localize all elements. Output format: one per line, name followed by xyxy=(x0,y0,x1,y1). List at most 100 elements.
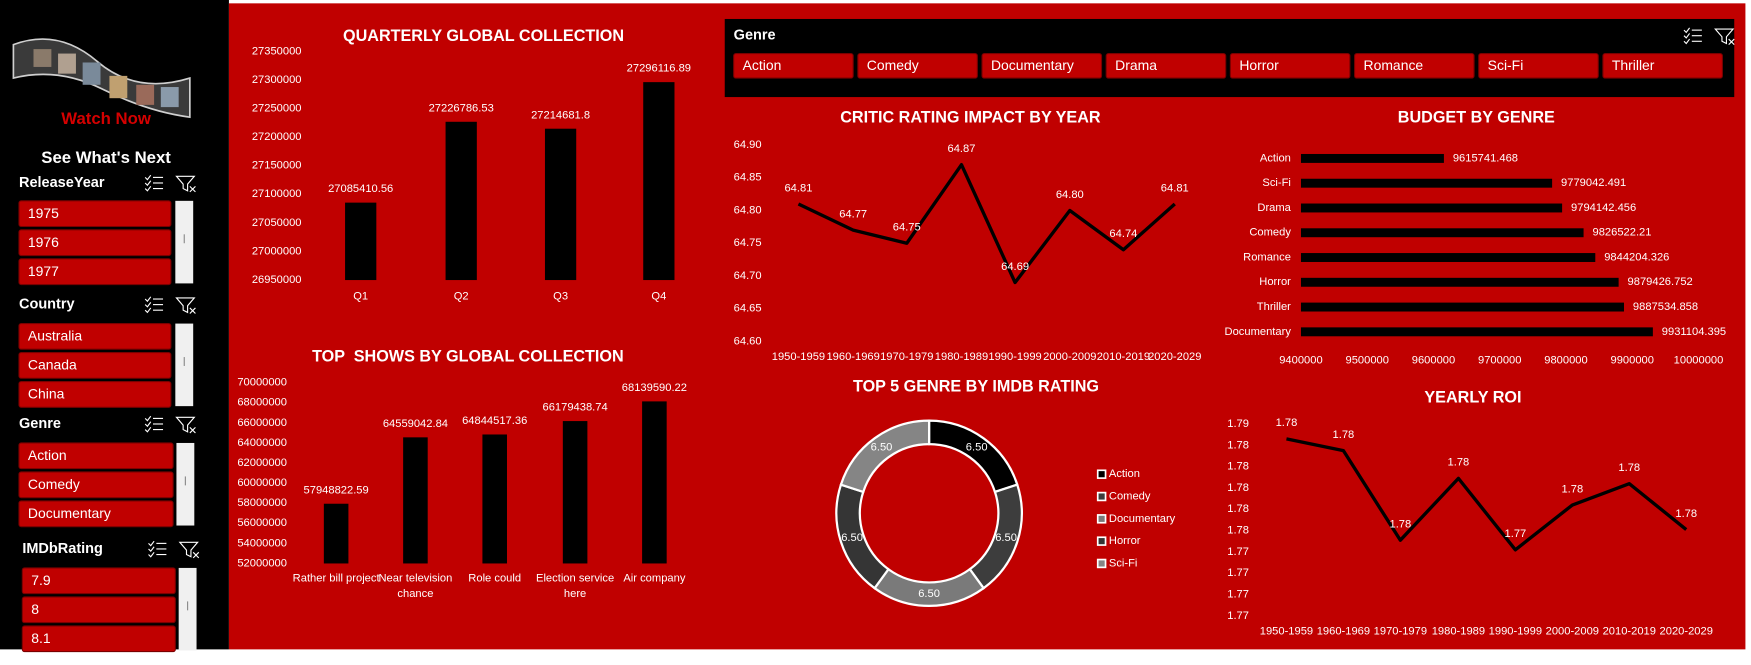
slicer-button[interactable] xyxy=(1478,52,1599,79)
slicer-button[interactable] xyxy=(981,52,1103,79)
slicer-item: Action xyxy=(743,57,782,73)
legend-marker xyxy=(1096,491,1107,502)
multi-select-icon[interactable] xyxy=(144,174,164,192)
x-tick-label: 9900000 xyxy=(1611,354,1654,366)
x-tick-label-text: Near television chance xyxy=(378,572,453,600)
clear-filter-icon[interactable] xyxy=(175,175,196,193)
data-label: 1.78 xyxy=(1448,457,1470,469)
data-label: 27085410.56 xyxy=(328,183,393,195)
data-label: 64.69 xyxy=(1001,261,1029,273)
data-label: 64844517.36 xyxy=(462,415,527,427)
y-tick-label: 64.85 xyxy=(734,172,762,184)
slicer-button[interactable] xyxy=(1105,52,1227,79)
slicer-item: 1975 xyxy=(28,205,59,221)
slicer-button[interactable] xyxy=(18,229,172,257)
x-tick-label: 1950-1959 xyxy=(772,351,825,363)
multi-select-icon[interactable] xyxy=(144,415,164,433)
data-label: 1.78 xyxy=(1276,417,1298,429)
legend-label: Horror xyxy=(1109,535,1141,547)
data-label: 1.78 xyxy=(1618,462,1640,474)
x-tick-label: 2010-2019 xyxy=(1097,351,1150,363)
slicer-button[interactable] xyxy=(21,596,176,624)
clear-filter-icon[interactable] xyxy=(175,297,196,314)
slicer-button[interactable] xyxy=(21,567,176,595)
y-tick-label: 27350000 xyxy=(252,45,302,57)
slicer-button[interactable] xyxy=(18,323,172,350)
x-tick-label: Election service here xyxy=(536,572,614,599)
y-tick-label: Action xyxy=(1260,152,1291,164)
slicer-button[interactable] xyxy=(857,52,978,79)
bar xyxy=(445,121,477,281)
y-tick-label: Romance xyxy=(1243,251,1291,263)
data-label: 64559042.84 xyxy=(383,418,448,430)
y-tick-label: 64.65 xyxy=(734,303,762,315)
slicer-button[interactable] xyxy=(18,500,174,528)
data-label: 9931104.395 xyxy=(1662,326,1726,338)
slicer-button[interactable] xyxy=(1354,52,1475,79)
slicer-button[interactable] xyxy=(18,352,172,379)
slicer-item: 8 xyxy=(31,601,39,617)
data-label: 6.50 xyxy=(966,442,988,454)
slicer-item: China xyxy=(28,386,65,402)
line xyxy=(797,163,1176,285)
clear-filter-icon[interactable] xyxy=(178,541,200,559)
x-tick-label: Q1 xyxy=(353,291,368,303)
x-tick-label: 9700000 xyxy=(1478,354,1521,366)
icon-stroke xyxy=(189,307,196,314)
slicer-button[interactable] xyxy=(1602,52,1723,79)
y-tick-label: 62000000 xyxy=(237,457,287,469)
icon-stroke xyxy=(1714,28,1735,45)
multi-select-icon[interactable] xyxy=(1683,27,1702,45)
icon-stroke xyxy=(144,302,152,308)
x-tick-label-text: Air company xyxy=(623,572,686,585)
multi-select-icon[interactable] xyxy=(144,296,164,314)
y-tick-label: 1.78 xyxy=(1227,461,1249,473)
y-tick-label: 27250000 xyxy=(252,102,302,114)
data-label: 6.50 xyxy=(918,588,940,600)
clear-filter-icon[interactable] xyxy=(175,416,196,434)
slicer-button[interactable] xyxy=(21,625,176,653)
slicer-item: 7.9 xyxy=(31,572,51,588)
icon-stroke xyxy=(192,551,200,559)
slicer-button[interactable] xyxy=(1229,52,1351,79)
data-label: 27214681.8 xyxy=(531,109,590,121)
slicer-item: Canada xyxy=(28,357,77,373)
data-label: 66179438.74 xyxy=(543,402,608,414)
x-tick-label: 9400000 xyxy=(1279,354,1322,366)
y-tick-label: 64.80 xyxy=(734,204,762,216)
bar xyxy=(482,434,507,564)
icon-stroke xyxy=(175,297,196,314)
slicer-item: Documentary xyxy=(991,57,1074,73)
slicer-button[interactable] xyxy=(18,258,172,286)
slicer-button[interactable] xyxy=(733,52,854,79)
y-tick-label: 27150000 xyxy=(252,160,302,172)
brand: Watch Now xyxy=(61,109,152,128)
y-tick-label: Comedy xyxy=(1249,227,1291,239)
x-tick-label: 2020-2029 xyxy=(1660,625,1713,637)
x-tick-label-text: Rather bill project xyxy=(292,572,380,585)
legend-label: Action xyxy=(1109,468,1140,480)
x-tick-label: Rather bill project xyxy=(292,572,380,585)
x-tick-label: 1980-1989 xyxy=(1432,625,1485,637)
slicer-button[interactable] xyxy=(18,381,172,408)
y-tick-label: Documentary xyxy=(1225,326,1292,338)
slicer-button[interactable] xyxy=(18,471,174,499)
y-tick-label: 1.77 xyxy=(1227,567,1249,579)
icon-stroke xyxy=(175,175,196,192)
slicer-title: Country xyxy=(19,296,75,312)
clear-filter-icon[interactable] xyxy=(1714,28,1735,46)
chart-title: BUDGET BY GENRE xyxy=(1398,109,1555,127)
data-label: 64.81 xyxy=(1161,182,1189,194)
slicer-button[interactable] xyxy=(18,442,174,470)
legend-label: Documentary xyxy=(1109,513,1176,525)
data-label: 1.78 xyxy=(1389,519,1411,531)
slicer-icons xyxy=(144,174,196,193)
multi-select-icon[interactable] xyxy=(148,540,167,558)
slicer-button[interactable] xyxy=(18,200,172,228)
x-tick-label: 1960-1969 xyxy=(1317,625,1370,637)
chart-title: CRITIC RATING IMPACT BY YEAR xyxy=(840,109,1101,127)
data-label: 9887534.858 xyxy=(1633,301,1698,313)
slicer-icons xyxy=(1683,27,1735,46)
x-tick-label: 2000-2009 xyxy=(1546,625,1599,637)
